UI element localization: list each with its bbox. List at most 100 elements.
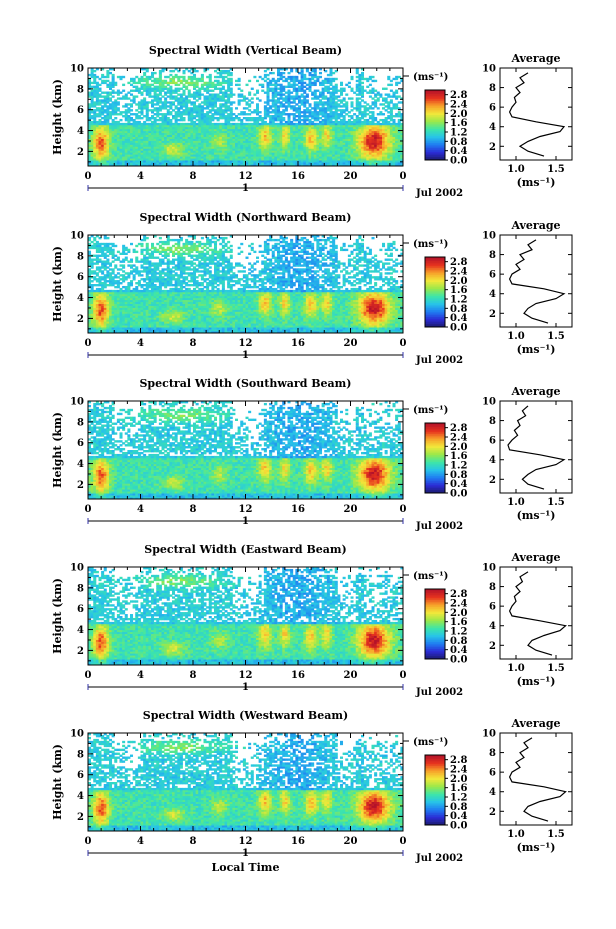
heatmap-cell <box>382 97 385 99</box>
heatmap-cell <box>322 88 325 90</box>
heatmap-cell <box>133 119 136 121</box>
heatmap-cell <box>327 78 330 80</box>
heatmap-cell <box>106 80 109 82</box>
heatmap-cell <box>295 76 298 78</box>
heatmap-cell <box>109 92 112 94</box>
heatmap-cell <box>125 123 128 125</box>
heatmap-cell <box>285 92 288 94</box>
heatmap-cell <box>169 74 172 76</box>
heatmap-cell <box>387 84 390 86</box>
heatmap-cell <box>183 90 186 92</box>
heatmap-cell <box>372 107 375 109</box>
heatmap-cell <box>183 97 186 99</box>
heatmap-cell <box>345 113 348 115</box>
heatmap-cell <box>246 123 249 125</box>
heatmap-cell <box>356 76 359 78</box>
heatmap-cell <box>122 123 125 125</box>
heatmap-cell <box>167 101 170 103</box>
heatmap-cell <box>332 86 335 88</box>
heatmap-cell <box>301 119 304 121</box>
heatmap-cell <box>204 88 207 90</box>
heatmap-cell <box>164 86 167 88</box>
heatmap-cell <box>227 70 230 72</box>
heatmap-cell <box>288 90 291 92</box>
heatmap-cell <box>180 93 183 95</box>
heatmap-cell <box>101 95 104 97</box>
heatmap-cell <box>196 123 199 125</box>
heatmap-cell <box>340 88 343 90</box>
heatmap-cell <box>356 115 359 117</box>
heatmap-cell <box>169 101 172 103</box>
heatmap-cell <box>316 95 319 97</box>
heatmap-cell <box>364 101 367 103</box>
heatmap-cell <box>327 74 330 76</box>
heatmap-cell <box>154 78 157 80</box>
heatmap-cell <box>183 76 186 78</box>
heatmap-cell <box>366 78 369 80</box>
heatmap-cell <box>127 82 130 84</box>
heatmap-cell <box>154 117 157 119</box>
heatmap-cell <box>114 99 117 101</box>
heatmap-cell <box>238 99 241 101</box>
heatmap-cell <box>101 117 104 119</box>
heatmap-cell <box>382 107 385 109</box>
heatmap-cell <box>374 99 377 101</box>
heatmap-cell <box>230 101 233 103</box>
heatmap-cell <box>364 105 367 107</box>
heatmap-cell <box>101 80 104 82</box>
heatmap-cell <box>164 97 167 99</box>
heatmap-cell <box>324 101 327 103</box>
heatmap-cell <box>369 90 372 92</box>
heatmap-cell <box>93 109 96 111</box>
heatmap-cell <box>198 78 201 80</box>
heatmap-cell <box>290 101 293 103</box>
heatmap-cell <box>282 109 285 111</box>
heatmap-cell <box>122 90 125 92</box>
heatmap-cell <box>248 113 251 115</box>
heatmap-cell <box>240 90 243 92</box>
heatmap-cell <box>290 105 293 107</box>
heatmap-cell <box>387 93 390 95</box>
heatmap-cell <box>162 101 165 103</box>
heatmap-cell <box>114 117 117 119</box>
heatmap-cell <box>379 103 382 105</box>
heatmap-cell <box>387 101 390 103</box>
heatmap-cell <box>159 117 162 119</box>
heatmap-cell <box>143 115 146 117</box>
heatmap-cell <box>337 103 340 105</box>
heatmap-cell <box>162 95 165 97</box>
heatmap-cell <box>340 119 343 121</box>
heatmap-cell <box>288 76 291 78</box>
heatmap-cell <box>303 82 306 84</box>
heatmap-cell <box>185 123 188 125</box>
heatmap-cell <box>127 107 130 109</box>
heatmap-cell <box>183 84 186 86</box>
heatmap-cell <box>382 119 385 121</box>
heatmap-cell <box>319 82 322 84</box>
heatmap-cell <box>377 92 380 94</box>
heatmap-cell <box>135 76 138 78</box>
heatmap-cell <box>190 107 193 109</box>
heatmap-cell <box>206 111 209 113</box>
heatmap-cell <box>372 76 375 78</box>
heatmap-cell <box>230 123 233 125</box>
heatmap-cell <box>138 88 141 90</box>
heatmap-cell <box>148 84 151 86</box>
heatmap-cell <box>120 111 123 113</box>
heatmap-cell <box>288 72 291 74</box>
heatmap-cell <box>314 90 317 92</box>
heatmap-cell <box>117 90 120 92</box>
heatmap-cell <box>143 121 146 123</box>
heatmap-cell <box>225 115 228 117</box>
heatmap-cell <box>303 86 306 88</box>
heatmap-cell <box>351 115 354 117</box>
heatmap-cell <box>225 90 228 92</box>
heatmap-cell <box>135 95 138 97</box>
heatmap-cell <box>214 80 217 82</box>
heatmap-cell <box>366 119 369 121</box>
heatmap-cell <box>156 93 159 95</box>
heatmap-cell <box>156 107 159 109</box>
heatmap-cell <box>227 93 230 95</box>
heatmap-cell <box>240 119 243 121</box>
heatmap-cell <box>319 76 322 78</box>
